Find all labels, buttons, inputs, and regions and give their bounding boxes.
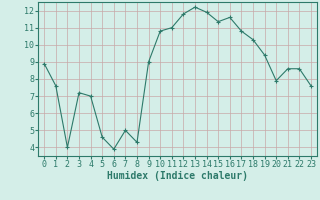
X-axis label: Humidex (Indice chaleur): Humidex (Indice chaleur): [107, 171, 248, 181]
